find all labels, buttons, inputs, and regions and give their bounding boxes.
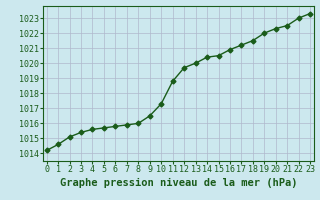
X-axis label: Graphe pression niveau de la mer (hPa): Graphe pression niveau de la mer (hPa) — [60, 178, 297, 188]
